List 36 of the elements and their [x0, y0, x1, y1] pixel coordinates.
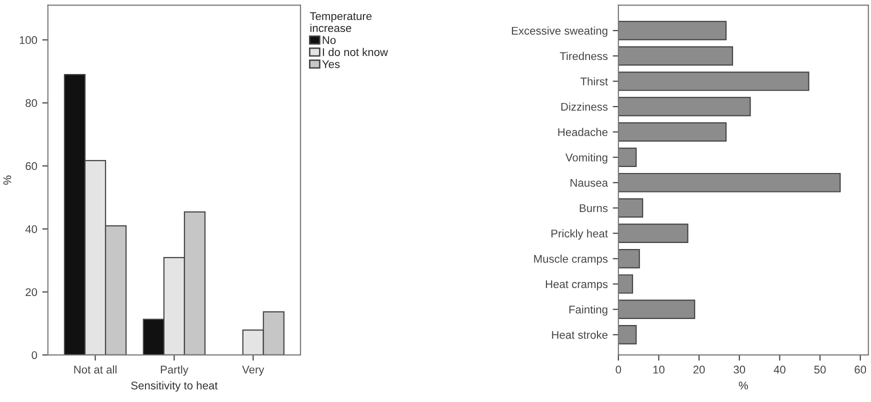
legend-label: No [322, 36, 336, 44]
y-tick-label: Excessive sweating [512, 26, 608, 37]
x-tick-label: 20 [693, 366, 705, 374]
y-tick-label: Thirst [580, 77, 608, 86]
y-tick-label: Fainting [569, 305, 608, 316]
y-tick-label: Muscle cramps [534, 254, 608, 265]
y-tick-label: Prickly heat [551, 229, 608, 240]
legend-label: I do not know [322, 48, 388, 56]
legend-label: Yes [322, 60, 340, 68]
y-tick-label: 100 [20, 36, 38, 44]
y-tick-label: Burns [580, 204, 608, 212]
y-tick-label: 60 [26, 162, 38, 170]
x-tick-label: 50 [814, 366, 826, 374]
y-tick-label: Heat stroke [552, 330, 608, 339]
y-tick-label: Nausea [570, 179, 608, 187]
x-tick-label: 0 [616, 366, 622, 374]
x-axis-title: Sensitivity to heat [131, 381, 218, 392]
x-tick-label: 40 [774, 366, 786, 374]
y-axis-title: % [3, 176, 12, 185]
y-tick-label: Tiredness [560, 52, 608, 60]
y-tick-label: 0 [32, 351, 38, 360]
y-tick-label: Vomiting [565, 153, 608, 164]
x-tick-label: 30 [734, 366, 746, 374]
y-tick-label: Heat cramps [546, 280, 608, 290]
y-tick-label: 80 [26, 99, 38, 108]
y-tick-label: Headache [558, 128, 608, 136]
x-tick-label: Very [242, 366, 264, 376]
y-tick-label: 40 [25, 225, 38, 234]
y-tick-label: Dizziness [561, 102, 608, 111]
x-axis-title: % [738, 382, 748, 390]
y-tick-label: 20 [26, 288, 38, 296]
x-tick-label: Not at all [74, 365, 116, 374]
x-tick-label: 10 [653, 366, 664, 374]
x-tick-label: Partly [160, 365, 188, 376]
x-tick-label: 60 [854, 366, 866, 374]
legend-title: Temperature increase [310, 12, 372, 32]
